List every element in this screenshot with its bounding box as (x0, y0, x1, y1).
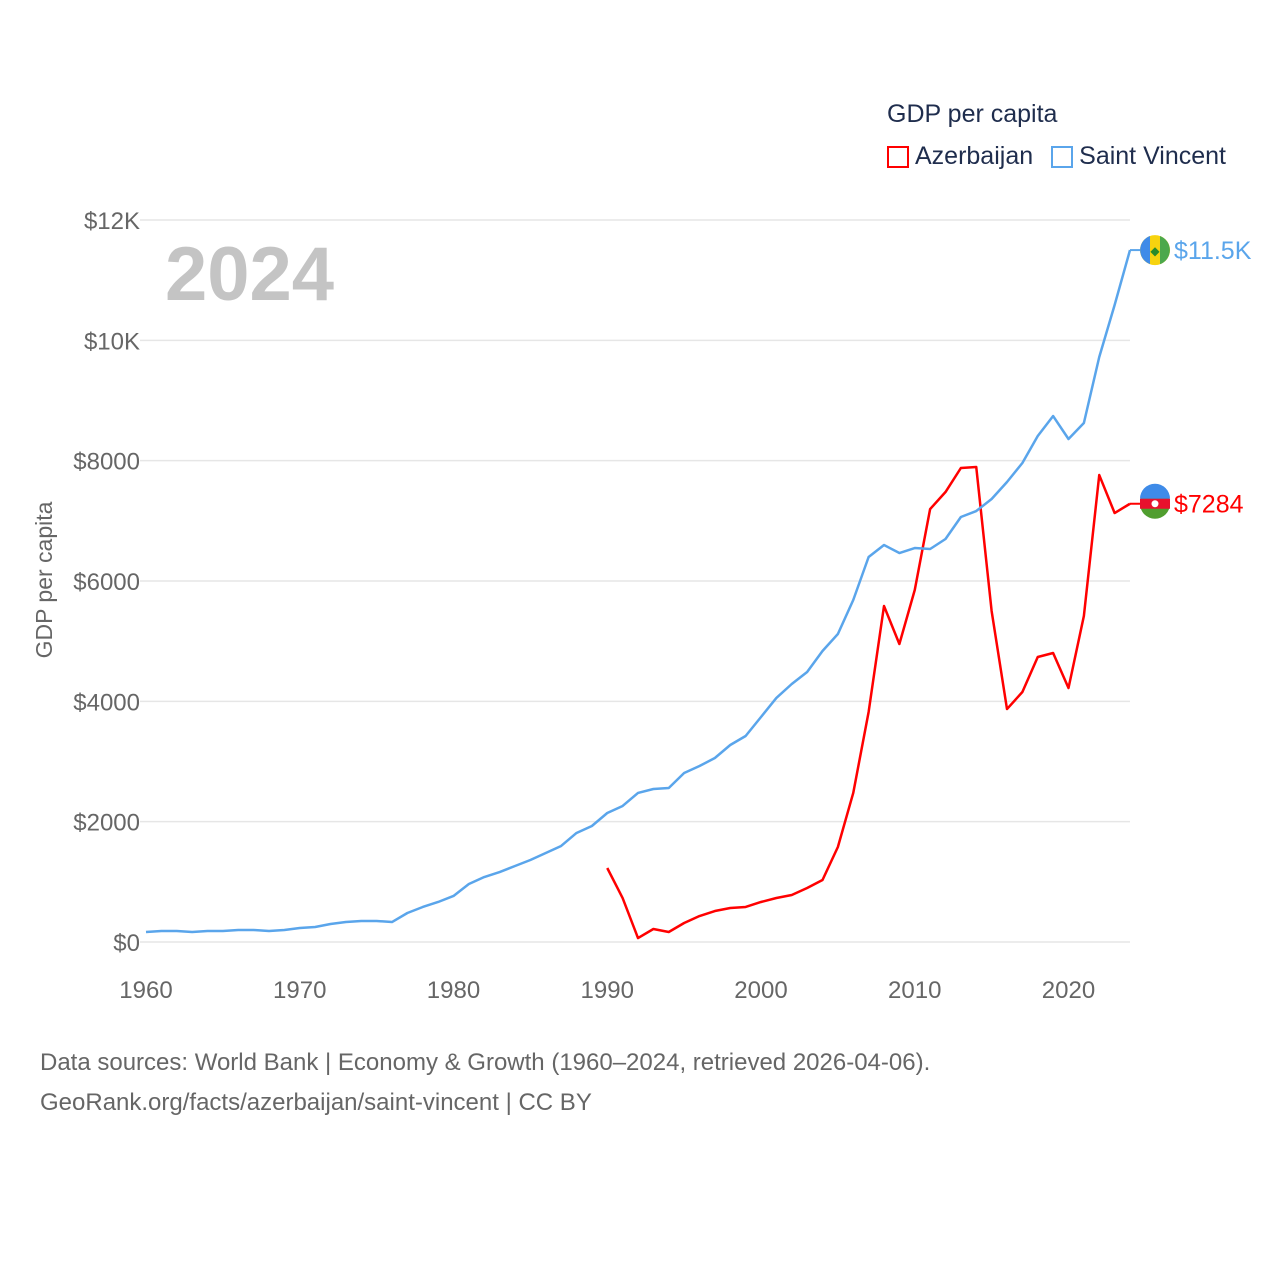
flag-stripe (1160, 235, 1170, 265)
flag-crescent (1151, 500, 1159, 508)
x-tick-label: 1960 (119, 977, 172, 1004)
legend-label: Azerbaijan (915, 142, 1034, 170)
y-tick-label: $0 (113, 930, 140, 957)
legend-item-azerbaijan[interactable]: Azerbaijan (887, 142, 1033, 171)
x-tick-label: 1970 (273, 977, 326, 1004)
flag-diamonds: ◆ (1150, 244, 1160, 258)
attribution-link[interactable]: GeoRank.org/facts/azerbaijan/saint-vince… (40, 1089, 592, 1116)
data-source-text: Data sources: World Bank | Economy & Gro… (40, 1049, 931, 1076)
y-tick-label: $4000 (73, 689, 140, 716)
y-tick-label: $2000 (73, 810, 140, 837)
legend-item-saint-vincent[interactable]: Saint Vincent (1051, 142, 1226, 171)
x-tick-label: 2020 (1042, 977, 1095, 1004)
y-tick-label: $10K (84, 328, 140, 355)
year-watermark: 2024 (165, 232, 334, 317)
footer: Data sources: World Bank | Economy & Gro… (40, 1043, 930, 1123)
flag-stripe (1140, 483, 1170, 499)
y-axis-label: GDP per capita (31, 501, 57, 658)
y-tick-label: $6000 (73, 569, 140, 596)
flag-stripe (1140, 235, 1150, 265)
series-line-saint-vincent (145, 249, 1132, 934)
legend-swatch (1051, 145, 1074, 168)
legend: Azerbaijan Saint Vincent (887, 142, 1226, 171)
x-tick-label: 1990 (581, 977, 634, 1004)
end-value-label: $7284 (1174, 491, 1244, 519)
legend-title: GDP per capita (887, 100, 1058, 128)
y-tick-label: $8000 (73, 449, 140, 476)
legend-label: Saint Vincent (1079, 142, 1227, 170)
y-tick-label: $12K (84, 208, 140, 235)
legend-swatch (887, 145, 909, 168)
end-value-label: $11.5K (1174, 237, 1252, 265)
x-tick-label: 1980 (427, 977, 480, 1004)
x-tick-label: 2000 (734, 977, 787, 1004)
x-tick-label: 2010 (888, 977, 941, 1004)
series-line-azerbaijan (606, 465, 1131, 940)
